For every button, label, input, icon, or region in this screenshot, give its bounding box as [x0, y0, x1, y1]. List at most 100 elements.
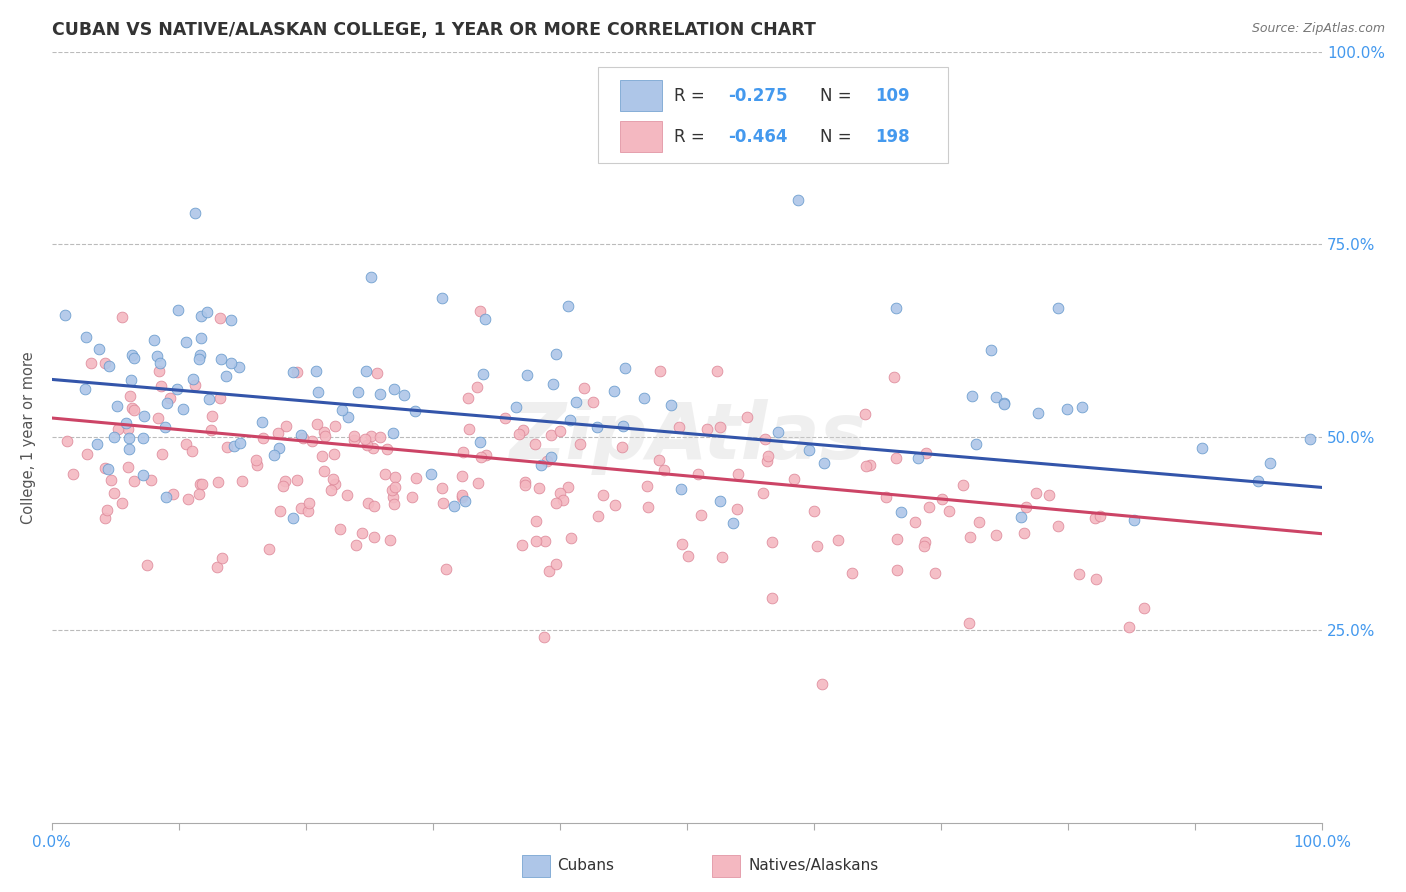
Point	[228, 435, 250, 450]
Point	[524, 436, 547, 450]
Point	[965, 437, 987, 451]
Point	[53, 308, 76, 322]
Point	[314, 429, 336, 443]
Point	[540, 450, 562, 464]
Point	[188, 348, 211, 362]
Point	[285, 365, 308, 379]
Point	[633, 391, 655, 405]
Point	[354, 432, 377, 446]
Point	[281, 511, 304, 525]
Point	[250, 415, 273, 429]
FancyBboxPatch shape	[620, 80, 662, 111]
Point	[357, 496, 380, 510]
Point	[274, 419, 297, 434]
Point	[782, 472, 804, 486]
Point	[993, 397, 1015, 411]
Point	[150, 447, 173, 461]
Point	[797, 443, 820, 458]
Point	[457, 422, 479, 436]
Point	[172, 402, 194, 417]
Point	[312, 425, 335, 439]
Point	[319, 483, 342, 497]
Point	[610, 440, 633, 454]
Point	[322, 472, 344, 486]
Point	[323, 477, 346, 491]
Point	[245, 452, 267, 467]
Point	[465, 380, 488, 394]
Point	[1056, 402, 1078, 417]
Point	[903, 515, 925, 529]
Point	[560, 413, 582, 427]
Point	[176, 334, 198, 349]
Point	[336, 488, 359, 502]
Point	[404, 404, 426, 418]
Point	[162, 487, 184, 501]
Point	[959, 530, 981, 544]
Point	[1026, 406, 1049, 420]
Text: N =: N =	[821, 87, 858, 105]
Point	[711, 549, 734, 564]
Point	[117, 422, 139, 436]
Text: CUBAN VS NATIVE/ALASKAN COLLEGE, 1 YEAR OR MORE CORRELATION CHART: CUBAN VS NATIVE/ALASKAN COLLEGE, 1 YEAR …	[52, 21, 815, 39]
Text: -0.275: -0.275	[728, 87, 787, 105]
Point	[443, 500, 465, 514]
Point	[344, 538, 367, 552]
Point	[381, 490, 404, 504]
Point	[55, 434, 77, 448]
Point	[467, 476, 489, 491]
Point	[343, 433, 366, 447]
Point	[725, 501, 748, 516]
Point	[875, 491, 897, 505]
Point	[766, 425, 789, 439]
Point	[273, 478, 295, 492]
Point	[384, 480, 406, 494]
Point	[329, 522, 352, 536]
Point	[671, 482, 693, 496]
Point	[960, 389, 983, 403]
Point	[918, 500, 941, 514]
Point	[689, 508, 711, 522]
Text: -0.464: -0.464	[728, 128, 787, 146]
Point	[605, 498, 627, 512]
Point	[1038, 488, 1060, 502]
Point	[384, 469, 406, 483]
Point	[93, 460, 115, 475]
Point	[524, 533, 547, 548]
Point	[1025, 486, 1047, 500]
Point	[291, 431, 314, 445]
Point	[117, 460, 139, 475]
Point	[347, 384, 370, 399]
Point	[208, 311, 231, 326]
Point	[159, 391, 181, 405]
Point	[118, 431, 141, 445]
Point	[457, 392, 479, 406]
Point	[453, 445, 475, 459]
Point	[967, 516, 990, 530]
Point	[134, 409, 156, 423]
Point	[86, 437, 108, 451]
Point	[111, 496, 134, 510]
Point	[155, 490, 177, 504]
Point	[207, 475, 229, 490]
Point	[176, 491, 198, 506]
Point	[993, 396, 1015, 410]
Point	[1298, 432, 1320, 446]
Point	[188, 477, 211, 491]
Point	[312, 464, 335, 478]
Point	[156, 396, 179, 410]
Point	[305, 417, 328, 431]
Point	[505, 400, 527, 414]
Point	[73, 382, 96, 396]
Text: ZipAtlas: ZipAtlas	[509, 400, 866, 475]
Point	[166, 383, 188, 397]
Point	[114, 416, 136, 430]
Point	[267, 441, 290, 455]
Point	[884, 450, 907, 465]
Point	[756, 449, 779, 463]
Point	[209, 391, 232, 405]
Point	[305, 364, 328, 378]
Point	[97, 359, 120, 373]
Point	[557, 299, 579, 313]
Point	[430, 291, 453, 305]
Point	[1088, 509, 1111, 524]
